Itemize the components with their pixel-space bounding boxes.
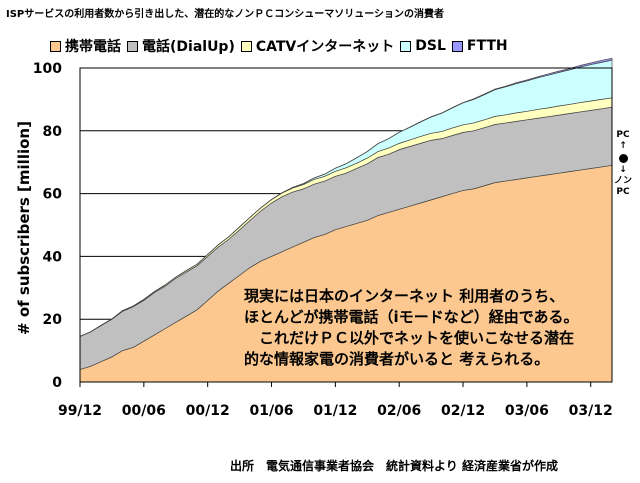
legend-item-ftth: FTTH	[451, 38, 508, 54]
legend-swatch	[451, 40, 463, 52]
note-line: 的な情報家電の消費者がいると 考えられる。	[244, 350, 550, 368]
x-tick-labels: 99/12 00/06 00/12 01/06 01/12 02/06 02/12 03/06…	[58, 403, 613, 419]
divider-dot-icon	[618, 154, 628, 163]
x-tick-label: 99/12	[58, 403, 102, 419]
non-label: ノン	[613, 176, 632, 186]
annotation-note: 現実には日本のインターネット 利用者のうち、 ほとんどが携帯電話（iモードなど）…	[244, 286, 579, 370]
x-tick-label: 01/12	[313, 403, 357, 419]
x-tick-label: 02/12	[441, 403, 485, 419]
pc-nonpc-marker: PC ↑ ↓ ノン PC	[610, 130, 636, 198]
note-line: ほとんどが携帯電話（iモードなど）経由である。	[244, 308, 579, 326]
legend-item-catv: CATVインターネット	[240, 36, 395, 56]
legend-label: CATVインターネット	[255, 39, 395, 55]
note-line: 現実には日本のインターネット 利用者のうち、	[244, 287, 565, 305]
page-title: ISPサービスの利用者数から引き出した、潜在的なノンＰＣコンシューマソリューショ…	[6, 9, 445, 20]
x-tick-label: 02/06	[377, 403, 421, 419]
legend-item-dsl: DSL	[400, 38, 446, 54]
legend-item-keitai: 携帯電話	[50, 36, 121, 56]
down-arrow-icon: ↓	[619, 165, 627, 175]
x-tick-label: 00/12	[186, 403, 230, 419]
nonpc-label: PC	[616, 187, 630, 197]
legend-label: 電話(DialUp)	[142, 39, 235, 55]
y-tick-label: 80	[43, 124, 63, 140]
y-tick-label: 0	[52, 375, 62, 391]
y-axis-label: # of subscribers [million]	[15, 121, 33, 335]
x-tick-label: 03/06	[505, 403, 549, 419]
y-tick-label: 40	[43, 249, 63, 265]
up-arrow-icon: ↑	[619, 141, 627, 151]
y-tick-label: 100	[33, 61, 62, 77]
y-tick-label: 60	[43, 187, 63, 203]
legend-label: FTTH	[466, 38, 508, 54]
series-area-4	[79, 57, 613, 337]
x-tick-label: 00/06	[122, 403, 166, 419]
y-tick-labels: 0 20 40 60 80 100	[33, 61, 62, 391]
legend-label: 携帯電話	[65, 39, 121, 55]
legend-swatch	[240, 40, 252, 52]
axes	[79, 67, 613, 387]
source-note: 出所 電気通信事業者協会 統計資料より 経済産業省が作成	[230, 459, 558, 473]
legend-swatch	[400, 40, 412, 52]
legend-label: DSL	[415, 38, 446, 54]
y-tick-label: 20	[43, 312, 63, 328]
x-tick-label: 03/12	[569, 403, 613, 419]
plot-frame	[79, 67, 613, 383]
note-line: これだけＰＣ以外でネットを使いこなせる潜在	[244, 329, 575, 347]
x-tick-label: 01/06	[249, 403, 293, 419]
legend-swatch	[50, 40, 61, 52]
legend-swatch	[127, 40, 138, 52]
legend-item-dialup: 電話(DialUp)	[127, 36, 235, 56]
legend: 携帯電話 電話(DialUp) CATVインターネット DSL FTTH	[50, 36, 508, 56]
pc-label: PC	[616, 130, 630, 140]
